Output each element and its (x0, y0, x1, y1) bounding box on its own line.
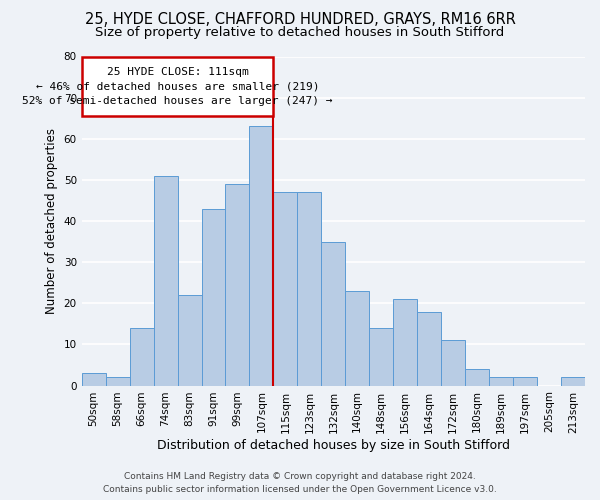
Bar (322, 242, 346, 386)
Bar (298, 192, 322, 386)
Bar (202, 208, 226, 386)
Bar (154, 176, 178, 386)
Bar (561, 378, 585, 386)
Text: 25 HYDE CLOSE: 111sqm
← 46% of detached houses are smaller (219)
52% of semi-det: 25 HYDE CLOSE: 111sqm ← 46% of detached … (22, 67, 333, 106)
X-axis label: Distribution of detached houses by size in South Stifford: Distribution of detached houses by size … (157, 440, 510, 452)
Bar (369, 328, 393, 386)
Bar (250, 126, 274, 386)
Bar (226, 184, 250, 386)
Bar (393, 299, 417, 386)
Text: 25, HYDE CLOSE, CHAFFORD HUNDRED, GRAYS, RM16 6RR: 25, HYDE CLOSE, CHAFFORD HUNDRED, GRAYS,… (85, 12, 515, 28)
Bar (489, 378, 513, 386)
Bar (178, 295, 202, 386)
Bar (274, 192, 298, 386)
Text: Size of property relative to detached houses in South Stifford: Size of property relative to detached ho… (95, 26, 505, 39)
FancyBboxPatch shape (82, 56, 274, 116)
Bar (465, 369, 489, 386)
Bar (106, 378, 130, 386)
Y-axis label: Number of detached properties: Number of detached properties (45, 128, 58, 314)
Text: Contains HM Land Registry data © Crown copyright and database right 2024.
Contai: Contains HM Land Registry data © Crown c… (103, 472, 497, 494)
Bar (130, 328, 154, 386)
Bar (441, 340, 465, 386)
Bar (82, 373, 106, 386)
Bar (346, 291, 369, 386)
Bar (513, 378, 537, 386)
Bar (417, 312, 441, 386)
